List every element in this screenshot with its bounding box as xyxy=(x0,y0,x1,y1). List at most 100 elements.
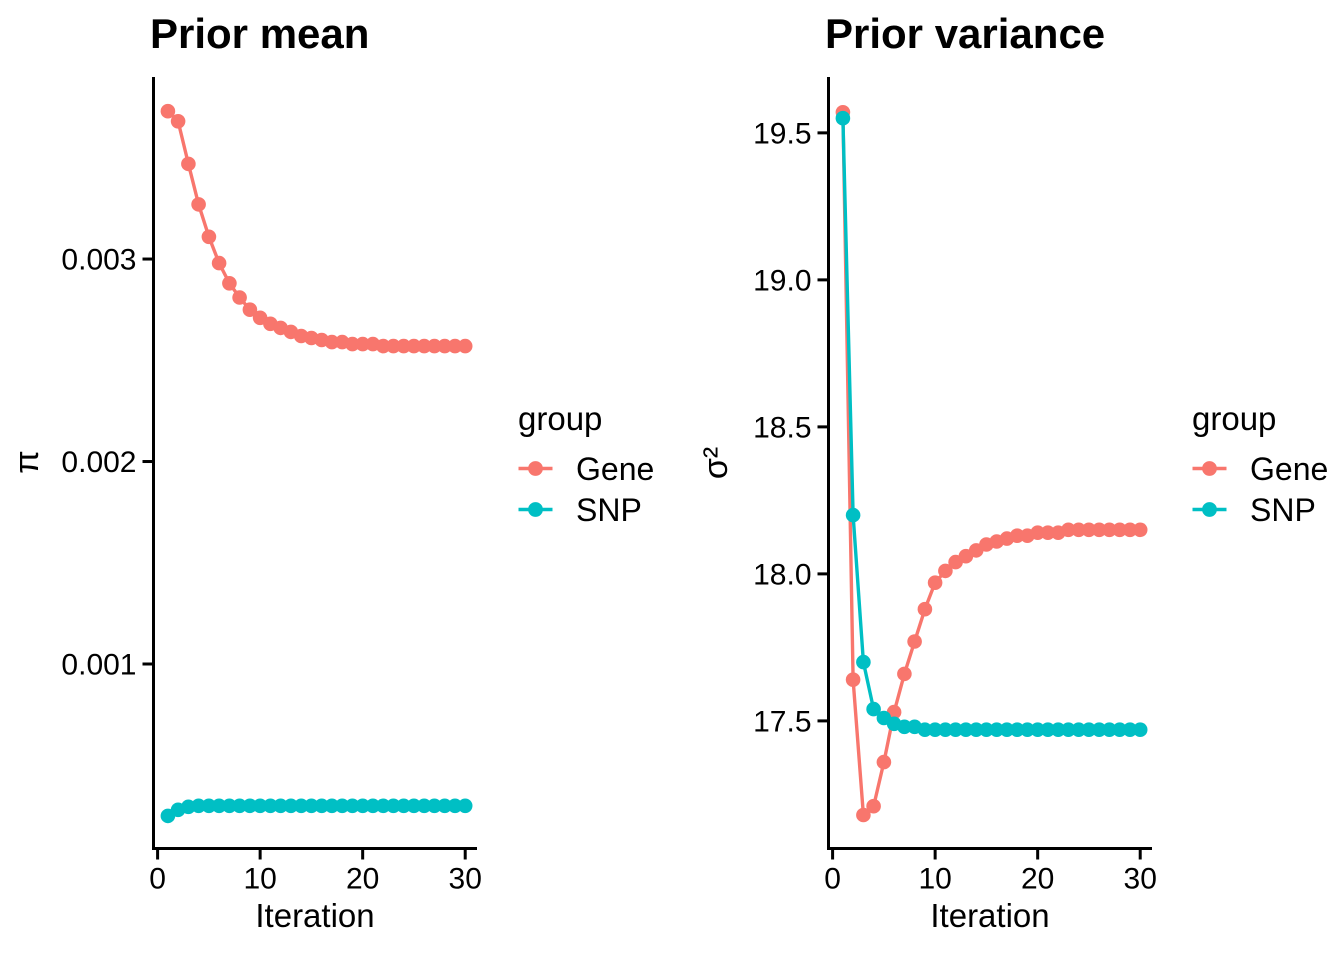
data-point-gene xyxy=(427,338,442,354)
gene-key-icon xyxy=(518,461,553,476)
x-tick-label: 10 xyxy=(243,863,276,896)
data-point-snp xyxy=(958,722,974,737)
y-axis-title-sigma-squared: σ² xyxy=(697,446,735,480)
data-point-snp xyxy=(324,798,340,814)
data-point-snp xyxy=(1091,722,1107,737)
data-point-snp xyxy=(979,722,994,737)
data-point-snp xyxy=(989,722,1004,737)
legend-item-gene: Gene xyxy=(1192,448,1328,489)
data-point-snp xyxy=(1122,722,1138,737)
data-point-snp xyxy=(457,798,473,814)
data-point-gene xyxy=(191,197,206,212)
data-point-snp xyxy=(1081,722,1097,737)
data-point-snp xyxy=(375,798,391,814)
data-point-snp xyxy=(252,798,268,814)
legend-label-snp: SNP xyxy=(1250,491,1316,528)
data-point-gene xyxy=(181,156,196,172)
data-point-gene xyxy=(201,229,217,245)
y-tick-label: 17.5 xyxy=(753,705,811,738)
data-point-gene xyxy=(1102,522,1117,538)
data-point-snp xyxy=(1102,722,1117,737)
data-point-gene xyxy=(457,338,473,354)
data-point-snp xyxy=(1061,722,1076,737)
data-point-snp xyxy=(1040,722,1056,737)
x-axis-title-left: Iteration xyxy=(255,897,375,934)
data-point-snp xyxy=(917,722,933,737)
data-point-snp xyxy=(938,722,953,737)
data-point-gene xyxy=(232,290,247,305)
y-tick-label: 0.001 xyxy=(61,649,136,682)
y-tick-label: 0.003 xyxy=(61,244,136,277)
data-point-gene xyxy=(447,338,463,354)
data-point-snp xyxy=(427,798,442,814)
data-point-snp xyxy=(365,798,381,814)
data-point-snp xyxy=(999,722,1015,737)
legend-title: group xyxy=(518,400,603,437)
legend-item-snp: SNP xyxy=(518,489,654,530)
panel-0: 0 10 20 30 0.001 0.002 0.003 xyxy=(61,77,482,896)
gene-key-icon xyxy=(1192,461,1227,476)
data-point-gene xyxy=(170,114,186,129)
data-point-snp xyxy=(222,798,237,814)
data-point-snp xyxy=(283,798,299,814)
data-point-gene xyxy=(345,336,360,352)
data-point-gene xyxy=(1009,528,1025,543)
data-point-gene xyxy=(211,255,227,271)
data-point-gene xyxy=(876,754,892,770)
data-point-snp xyxy=(334,798,350,814)
data-point-snp xyxy=(191,798,206,814)
data-point-snp xyxy=(856,654,871,670)
legend-item-gene: Gene xyxy=(518,448,654,489)
series-line-snp xyxy=(841,118,1141,732)
y-tick-label: 18.5 xyxy=(753,411,811,444)
data-point-snp xyxy=(1050,722,1066,737)
legend-title: group xyxy=(1192,400,1277,437)
data-point-snp xyxy=(447,798,463,814)
data-point-gene xyxy=(907,634,922,649)
data-point-gene xyxy=(160,103,176,119)
data-point-snp xyxy=(968,722,984,737)
data-point-gene xyxy=(866,798,881,814)
data-point-snp xyxy=(416,798,432,814)
x-tick-label: 30 xyxy=(1124,863,1157,896)
data-point-snp xyxy=(1009,722,1025,737)
data-point-gene xyxy=(1122,522,1138,538)
data-point-gene xyxy=(1030,525,1045,540)
data-point-snp xyxy=(1071,722,1086,737)
data-point-snp xyxy=(1030,722,1045,737)
x-axis-title-right: Iteration xyxy=(930,897,1050,934)
data-point-gene xyxy=(375,338,391,354)
data-point-snp xyxy=(304,798,319,814)
data-point-snp xyxy=(386,798,401,814)
data-point-gene xyxy=(1061,522,1076,538)
data-point-gene xyxy=(1112,522,1127,538)
legend-label-snp: SNP xyxy=(576,491,642,528)
data-point-gene xyxy=(324,334,340,350)
data-point-gene xyxy=(355,336,371,352)
data-point-snp xyxy=(211,798,227,814)
data-point-snp xyxy=(437,798,453,814)
data-point-gene xyxy=(1132,522,1148,538)
snp-key-icon xyxy=(1192,502,1227,517)
y-tick-label: 0.002 xyxy=(61,446,136,479)
data-point-snp xyxy=(273,798,288,814)
data-point-snp xyxy=(396,798,412,814)
data-point-gene xyxy=(938,563,953,579)
legend-right: group Gene SNP xyxy=(1192,402,1328,530)
data-point-snp xyxy=(897,719,912,735)
x-tick-label: 0 xyxy=(149,863,166,896)
data-point-snp xyxy=(845,507,861,523)
y-tick-label: 19.5 xyxy=(753,117,811,150)
data-point-gene xyxy=(1040,525,1056,540)
x-tick-label: 20 xyxy=(1021,863,1054,896)
x-tick-label: 0 xyxy=(824,863,841,896)
data-point-gene xyxy=(917,601,933,617)
y-tick-label: 19.0 xyxy=(753,264,811,297)
y-axis-title-pi: π xyxy=(8,450,46,474)
data-point-gene xyxy=(386,338,401,354)
data-point-snp xyxy=(314,798,330,814)
data-point-snp xyxy=(355,798,371,814)
data-point-snp xyxy=(1020,722,1035,737)
data-point-gene xyxy=(406,338,422,354)
